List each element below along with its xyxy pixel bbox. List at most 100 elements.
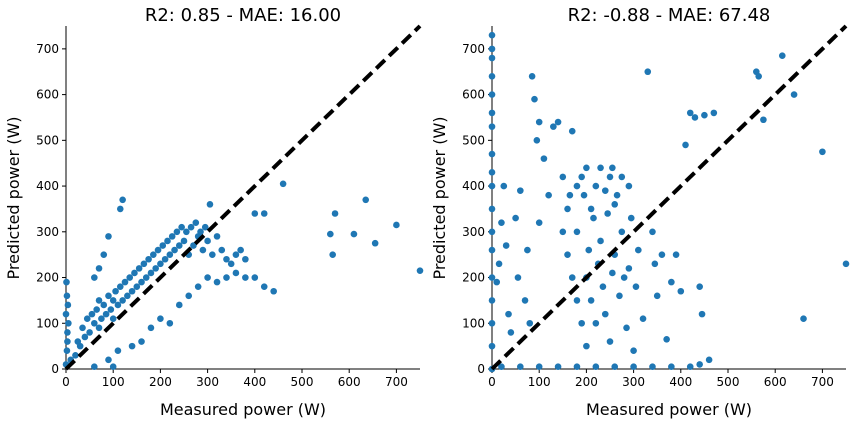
x-tick-label: 100	[102, 375, 125, 389]
scatter-point	[213, 278, 221, 286]
y-tick-label: 100	[462, 316, 485, 330]
scatter-point	[64, 329, 71, 336]
scatter-point	[597, 237, 604, 245]
scatter-point	[592, 182, 600, 190]
scatter-point	[371, 239, 379, 247]
scatter-point	[488, 297, 496, 304]
scatter-point	[166, 319, 174, 327]
y-tick-label: 300	[462, 225, 485, 239]
scatter-point	[109, 315, 117, 322]
scatter-point	[701, 111, 708, 119]
scatter-point	[524, 246, 531, 254]
scatter-point	[677, 287, 685, 295]
scatter-point	[159, 242, 167, 249]
scatter-point	[488, 182, 496, 190]
scatter-point	[540, 155, 548, 162]
scatter-point	[653, 292, 661, 300]
scatter-point	[488, 205, 496, 213]
scatter-point	[206, 201, 214, 208]
scatter-point	[227, 260, 235, 268]
scatter-point	[209, 251, 216, 258]
identity-reference-line	[64, 24, 422, 371]
y-tick-label: 0	[51, 362, 59, 376]
scatter-point	[592, 363, 600, 371]
scatter-point	[819, 148, 826, 156]
scatter-point	[517, 363, 524, 371]
scatter-point	[86, 329, 93, 336]
scatter-point	[95, 265, 103, 272]
scatter-point	[616, 292, 623, 300]
scatter-point	[488, 246, 496, 254]
scatter-point	[498, 363, 505, 371]
scatter-point	[686, 109, 694, 117]
y-tick-label: 500	[462, 133, 485, 147]
scatter-point	[526, 319, 534, 327]
scatter-point	[83, 315, 91, 322]
scatter-point	[587, 297, 595, 304]
scatter-point	[135, 265, 143, 272]
scatter-point	[393, 221, 400, 229]
scatter-point	[512, 214, 519, 222]
scatter-point	[154, 246, 162, 254]
scatter-point	[498, 219, 505, 226]
scatter-point	[568, 127, 576, 135]
scatter-point	[279, 180, 287, 188]
left-scatter-panel: R2: 0.85 - MAE: 16.00 Measured power (W)…	[4, 5, 424, 419]
scatter-point	[488, 228, 496, 236]
scatter-point	[223, 274, 230, 281]
scatter-point	[611, 201, 619, 208]
y-axis-label: Predicted power (W)	[430, 116, 449, 279]
scatter-point	[635, 246, 642, 254]
y-tick-label: 400	[462, 179, 485, 193]
scatter-point	[573, 363, 581, 371]
scatter-point	[64, 338, 71, 345]
scatter-point	[95, 297, 103, 304]
scatter-point	[554, 118, 562, 126]
scatter-point	[185, 292, 193, 300]
scatter-point	[663, 335, 670, 343]
scatter-point	[573, 228, 581, 236]
scatter-point	[107, 306, 115, 313]
scatter-point	[559, 173, 567, 181]
scatter-point	[213, 233, 221, 240]
x-tick-label: 500	[291, 375, 314, 389]
y-tick-label: 600	[462, 88, 485, 102]
scatter-point	[232, 269, 240, 277]
scatter-point	[197, 228, 204, 236]
scatter-point	[190, 242, 197, 249]
x-tick-label: 700	[811, 375, 834, 389]
scatter-point	[649, 363, 656, 371]
scatter-point	[147, 324, 155, 332]
scatter-point	[131, 269, 138, 277]
scatter-point	[559, 228, 567, 236]
scatter-point	[150, 251, 157, 258]
scatter-point	[599, 283, 607, 290]
scatter-point	[611, 363, 619, 371]
scatter-point	[705, 356, 713, 364]
scatter-point	[627, 214, 635, 222]
scatter-point	[505, 310, 512, 318]
chart-title: R2: -0.88 - MAE: 67.48	[568, 5, 771, 26]
scatter-point	[493, 278, 501, 286]
scatter-point	[630, 347, 637, 355]
scatter-point	[686, 363, 694, 371]
scatter-point	[114, 347, 122, 355]
scatter-point	[644, 68, 652, 76]
scatter-point	[604, 210, 611, 217]
scatter-point	[178, 223, 185, 231]
scatter-point	[488, 274, 496, 281]
scatter-point	[124, 292, 131, 300]
scatter-point	[175, 301, 183, 309]
scatter-point	[329, 251, 336, 258]
scatter-point	[488, 91, 496, 98]
scatter-point	[63, 292, 71, 300]
x-tick-label: 500	[717, 375, 740, 389]
scatter-point	[535, 363, 543, 371]
scatter-point	[573, 182, 581, 190]
scatter-point	[251, 274, 259, 281]
scatter-point	[550, 123, 557, 130]
scatter-point	[535, 219, 543, 226]
scatter-point	[171, 246, 178, 254]
scatter-point	[138, 278, 145, 286]
